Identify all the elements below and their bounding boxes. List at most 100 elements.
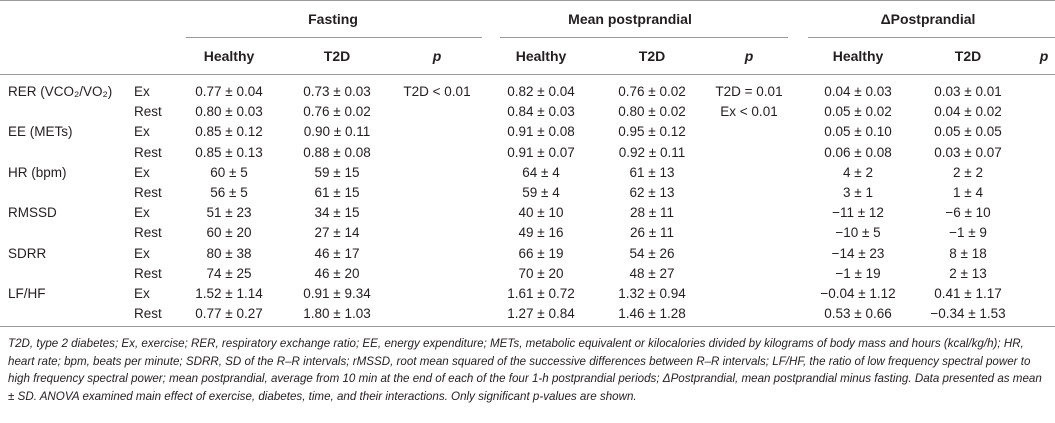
cell-delta-t2d: −6 ± 10 <box>945 205 991 221</box>
cell-delta-t2d: 0.05 ± 0.05 <box>934 124 1002 140</box>
cell-delta-healthy: 4 ± 2 <box>843 164 873 180</box>
cell-fasting-healthy: 0.85 ± 0.12 <box>195 124 263 140</box>
cell-delta-healthy: 0.05 ± 0.10 <box>824 124 892 140</box>
cell-fasting-healthy: 80 ± 38 <box>206 245 252 261</box>
cell-delta-healthy: 0.04 ± 0.03 <box>824 84 892 99</box>
cell-mean-healthy: 1.61 ± 0.72 <box>507 286 575 301</box>
cell-delta-healthy: 0.05 ± 0.02 <box>824 104 892 120</box>
cell-parameter: RMSSD <box>8 205 57 221</box>
cell-fasting-healthy: 60 ± 5 <box>210 164 248 180</box>
cell-delta-healthy: −11 ± 12 <box>832 205 884 221</box>
cell-mean-t2d: 0.92 ± 0.11 <box>618 144 686 160</box>
cell-condition: Ex <box>134 205 150 221</box>
cell-fasting-t2d: 61 ± 15 <box>314 185 360 200</box>
cell-mean-healthy: 70 ± 20 <box>518 265 564 281</box>
cell-delta-t2d: 0.03 ± 0.01 <box>934 84 1002 99</box>
cell-fasting-healthy: 0.80 ± 0.03 <box>195 104 263 120</box>
cell-fasting-t2d: 59 ± 15 <box>314 164 360 180</box>
subheader-fasting-healthy: Healthy <box>203 48 255 64</box>
cell-fasting-t2d: 34 ± 15 <box>314 205 360 221</box>
cell-mean-t2d: 26 ± 11 <box>630 225 674 241</box>
cell-fasting-t2d: 1.80 ± 1.03 <box>303 306 371 322</box>
cell-condition: Rest <box>134 185 162 200</box>
cell-delta-t2d: −1 ± 9 <box>949 225 987 241</box>
cell-delta-t2d: 0.03 ± 0.07 <box>934 144 1002 160</box>
cell-fasting-healthy: 51 ± 23 <box>206 205 252 221</box>
cell-mean-t2d: 1.32 ± 0.94 <box>618 286 686 301</box>
cell-fasting-t2d: 27 ± 14 <box>314 225 360 241</box>
cell-condition: Rest <box>134 265 162 281</box>
group-header-mean-postprandial: Mean postprandial <box>568 11 692 27</box>
cell-fasting-t2d: 46 ± 17 <box>314 245 360 261</box>
cell-fasting-t2d: 0.90 ± 0.11 <box>303 124 371 140</box>
cell-mean-healthy: 0.91 ± 0.08 <box>507 124 575 140</box>
cell-fasting-healthy: 0.85 ± 0.13 <box>195 144 263 160</box>
cell-parameter: RER (VCO₂/VO₂) <box>8 84 113 99</box>
cell-condition: Rest <box>134 144 162 160</box>
cell-parameter: LF/HF <box>8 286 46 301</box>
cell-condition: Rest <box>134 225 162 241</box>
cell-fasting-t2d: 0.88 ± 0.08 <box>303 144 371 160</box>
cell-condition: Ex <box>134 286 150 301</box>
cell-fasting-healthy: 0.77 ± 0.04 <box>195 84 263 99</box>
header-rule <box>0 74 1055 75</box>
cell-mean-t2d: 61 ± 13 <box>629 164 675 180</box>
subheader-mean-t2d: T2D <box>638 48 666 64</box>
cell-mean-t2d: 28 ± 11 <box>630 205 674 221</box>
cell-mean-healthy: 66 ± 19 <box>518 245 564 261</box>
cell-fasting-healthy: 56 ± 5 <box>210 185 248 200</box>
cell-fasting-healthy: 60 ± 20 <box>206 225 252 241</box>
cell-delta-t2d: 2 ± 13 <box>949 265 987 281</box>
subheader-mean-healthy: Healthy <box>515 48 567 64</box>
cell-delta-t2d: 8 ± 18 <box>949 245 987 261</box>
top-rule <box>0 0 1055 1</box>
cell-mean-healthy: 40 ± 10 <box>518 205 564 221</box>
cell-condition: Rest <box>134 306 162 322</box>
subheader-delta-t2d: T2D <box>954 48 982 64</box>
cell-mean-p: T2D = 0.01 <box>715 84 783 99</box>
cell-mean-healthy: 64 ± 4 <box>522 164 560 180</box>
cell-mean-t2d: 0.76 ± 0.02 <box>618 84 686 99</box>
cell-mean-healthy: 0.84 ± 0.03 <box>507 104 575 120</box>
subheader-delta-healthy: Healthy <box>832 48 884 64</box>
cell-mean-t2d: 54 ± 26 <box>629 245 675 261</box>
cell-delta-healthy: −0.04 ± 1.12 <box>820 286 896 301</box>
cell-delta-healthy: 0.06 ± 0.08 <box>824 144 892 160</box>
cell-fasting-t2d: 0.91 ± 9.34 <box>303 286 371 301</box>
cell-delta-t2d: −0.34 ± 1.53 <box>930 306 1006 322</box>
cell-delta-t2d: 1 ± 4 <box>953 185 983 200</box>
cell-delta-healthy: 3 ± 1 <box>843 185 873 200</box>
cell-condition: Ex <box>134 245 150 261</box>
table-footnote: T2D, type 2 diabetes; Ex, exercise; RER,… <box>8 337 1042 403</box>
cell-mean-healthy: 49 ± 16 <box>518 225 564 241</box>
cell-delta-healthy: −10 ± 5 <box>835 225 881 241</box>
cell-delta-t2d: 0.04 ± 0.02 <box>934 104 1002 120</box>
cell-parameter: SDRR <box>8 245 47 261</box>
subheader-fasting-p: p <box>432 48 442 64</box>
cell-fasting-healthy: 74 ± 25 <box>206 265 252 281</box>
fasting-group-line <box>186 37 482 38</box>
cell-fasting-t2d: 0.76 ± 0.02 <box>303 104 371 120</box>
cell-delta-t2d: 0.41 ± 1.17 <box>934 286 1002 301</box>
cell-condition: Ex <box>134 84 150 99</box>
cell-mean-healthy: 0.82 ± 0.04 <box>507 84 575 99</box>
cell-mean-p: Ex < 0.01 <box>720 104 778 120</box>
bottom-rule <box>0 326 1055 327</box>
subheader-fasting-t2d: T2D <box>323 48 351 64</box>
cell-mean-t2d: 48 ± 27 <box>629 265 675 281</box>
cell-fasting-healthy: 0.77 ± 0.27 <box>195 306 263 322</box>
delta-postprandial-group-line <box>808 37 1055 38</box>
subheader-mean-p: p <box>744 48 754 64</box>
cell-fasting-t2d: 46 ± 20 <box>314 265 360 281</box>
cell-condition: Ex <box>134 124 150 140</box>
cell-mean-healthy: 59 ± 4 <box>522 185 560 200</box>
cell-mean-healthy: 0.91 ± 0.07 <box>507 144 575 160</box>
cell-delta-healthy: 0.53 ± 0.66 <box>824 306 892 322</box>
mean-postprandial-group-line <box>500 37 788 38</box>
group-header-fasting: Fasting <box>308 11 358 27</box>
cell-delta-healthy: −14 ± 23 <box>831 245 885 261</box>
cell-parameter: EE (METs) <box>8 124 73 140</box>
cell-condition: Rest <box>134 104 162 120</box>
cell-mean-t2d: 0.80 ± 0.02 <box>618 104 686 120</box>
group-header-delta-postprandial: ΔPostprandial <box>880 11 976 27</box>
